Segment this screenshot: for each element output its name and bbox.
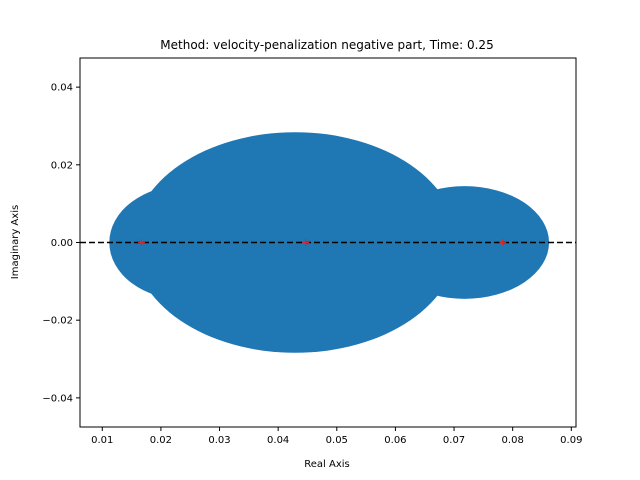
x-tick-label: 0.01 [91, 435, 113, 446]
x-tick-label: 0.09 [560, 435, 582, 446]
point-2 [302, 239, 310, 246]
x-tick-label: 0.08 [502, 435, 524, 446]
x-tick-label: 0.03 [208, 435, 230, 446]
y-tick-label: 0.04 [51, 83, 73, 94]
point-3 [499, 239, 507, 246]
x-tick-label: 0.04 [267, 435, 289, 446]
x-axis-label: Real Axis [304, 459, 349, 470]
y-tick-label: −0.02 [42, 316, 73, 327]
region-3 [380, 186, 550, 299]
x-tick-label: 0.06 [384, 435, 406, 446]
y-tick-label: −0.04 [42, 393, 73, 404]
x-tick-label: 0.02 [150, 435, 172, 446]
y-axis-label: Imaginary Axis [10, 205, 21, 279]
y-tick-label: 0.00 [51, 238, 73, 249]
x-tick-label: 0.07 [443, 435, 465, 446]
y-tick-label: 0.02 [51, 160, 73, 171]
y-axis-ticks: −0.04 −0.02 0.00 0.02 0.04 [42, 83, 80, 404]
x-tick-label: 0.05 [326, 435, 348, 446]
region-2 [132, 132, 458, 353]
regions-layer [109, 132, 550, 353]
x-axis-ticks: 0.01 0.02 0.03 0.04 0.05 0.06 0.07 0.08 0.09 [91, 427, 582, 446]
point-1 [138, 239, 146, 246]
chart-title: Method: velocity-penalization negative p… [160, 38, 493, 52]
points-layer [138, 239, 507, 246]
